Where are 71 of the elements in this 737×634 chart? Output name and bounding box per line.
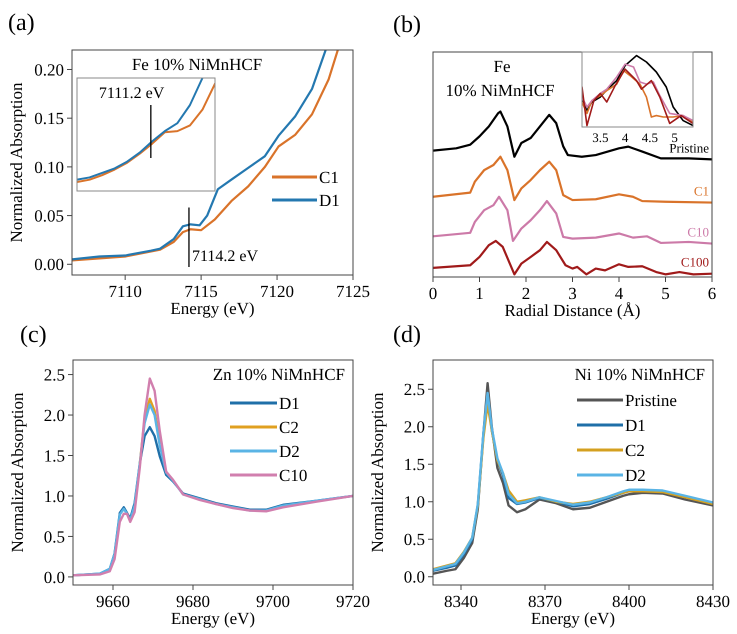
legend-label: D1 — [319, 190, 340, 210]
text: (b) — [393, 12, 421, 38]
x-tick-label: 4 — [622, 130, 629, 145]
x-tick-label: 3.5 — [592, 130, 608, 145]
x-tick-label: 1 — [475, 284, 484, 303]
y-tick-label: 2.5 — [404, 380, 425, 400]
x-tick-label: 7120 — [260, 282, 294, 301]
legend-label: D1 — [279, 394, 300, 413]
legend-label: D2 — [279, 442, 300, 461]
chart-subtitle: 10% NiMnHCF — [445, 81, 555, 100]
x-tick-label: 8430 — [696, 592, 730, 611]
x-axis-title: Energy (eV) — [530, 609, 616, 628]
y-tick-label: 2.5 — [44, 366, 65, 385]
y-tick-label: 0.00 — [34, 255, 64, 274]
legend-label: D2 — [625, 466, 646, 485]
x-tick-label: 5 — [661, 284, 670, 303]
y-tick-label: 1.5 — [44, 446, 65, 466]
legend-title: Zn 10% NiMnHCF — [212, 365, 345, 384]
text: (c) — [20, 322, 47, 348]
legend-label: C1 — [319, 168, 339, 187]
y-axis-title: Normalized Absorption — [7, 82, 26, 243]
y-tick-label: 2.0 — [404, 418, 425, 437]
x-tick-label: 8400 — [612, 592, 646, 611]
x-tick-label: 9660 — [96, 592, 130, 611]
x-tick-label: 5 — [671, 130, 678, 145]
x-tick-label: 7115 — [184, 282, 218, 301]
y-tick-label: 0.0 — [44, 568, 65, 587]
y-tick-label: 0.15 — [34, 109, 64, 128]
y-tick-label: 1.5 — [404, 455, 425, 474]
chart-title: Fe 10% NiMnHCF — [132, 55, 262, 74]
y-tick-label: 1.0 — [404, 492, 425, 512]
y-axis-title: Normalized Absorption — [8, 392, 27, 553]
x-tick-label: 8370 — [528, 592, 562, 611]
x-tick-label: 3 — [568, 284, 577, 303]
x-axis-title: Energy (eV) — [170, 299, 255, 318]
x-axis-title: Energy (eV) — [170, 609, 256, 628]
series-label: C100 — [680, 254, 709, 270]
y-tick-label: 0.5 — [404, 530, 425, 550]
legend-label: C2 — [279, 418, 299, 437]
x-tick-label: 4.5 — [642, 130, 658, 145]
chart-title: Fe — [494, 57, 510, 76]
y-tick-label: 0.10 — [34, 158, 64, 177]
legend-label: Pristine — [625, 390, 677, 410]
y-tick-label: 0.20 — [34, 60, 64, 80]
x-tick-label: 7125 — [336, 282, 370, 301]
y-tick-label: 0.0 — [404, 568, 425, 587]
y-tick-label: 0.5 — [44, 527, 65, 546]
y-tick-label: 2.0 — [44, 406, 65, 425]
annotation: 7111.2 eV — [98, 85, 165, 102]
text: (a) — [8, 10, 35, 36]
ref-line-label: 7114.2 eV — [192, 248, 258, 265]
x-tick-label: 9680 — [176, 592, 210, 611]
x-tick-label: 7110 — [108, 282, 142, 301]
x-tick-label: 6 — [708, 284, 716, 303]
x-tick-label: 9700 — [256, 592, 290, 611]
series-label: C10 — [687, 224, 709, 240]
x-tick-label: 8340 — [444, 592, 478, 611]
text: (d) — [393, 322, 421, 348]
y-tick-label: 1.0 — [44, 486, 65, 506]
legend-label: D1 — [625, 416, 646, 435]
legend-title: Ni 10% NiMnHCF — [574, 365, 705, 384]
y-axis-title: Normalized Absorption — [368, 392, 387, 553]
x-tick-label: 0 — [428, 284, 438, 303]
series-label: C1 — [694, 184, 709, 199]
y-tick-label: 0.05 — [34, 206, 64, 226]
legend-label: C2 — [625, 440, 645, 460]
x-axis-title: Radial Distance (Å) — [504, 301, 640, 320]
x-tick-label: 2 — [522, 284, 530, 303]
x-tick-label: 9720 — [336, 592, 370, 611]
legend-label: C10 — [279, 466, 308, 485]
x-tick-label: 4 — [614, 284, 624, 303]
